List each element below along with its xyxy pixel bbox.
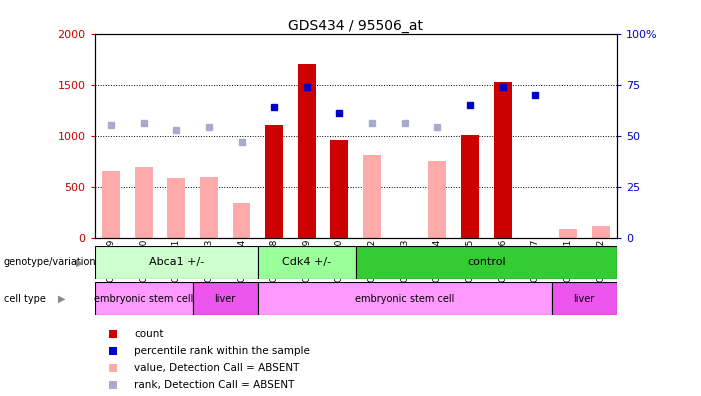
Bar <box>95 246 258 279</box>
Bar <box>258 282 552 315</box>
Text: liver: liver <box>215 293 236 304</box>
Text: liver: liver <box>573 293 595 304</box>
Bar <box>552 282 617 315</box>
Text: control: control <box>467 257 505 267</box>
Text: cell type: cell type <box>4 293 46 304</box>
Text: genotype/variation: genotype/variation <box>4 257 96 267</box>
Bar <box>428 161 447 238</box>
Bar <box>193 282 258 315</box>
Bar <box>355 246 617 279</box>
Text: percentile rank within the sample: percentile rank within the sample <box>135 346 310 356</box>
Text: Cdk4 +/-: Cdk4 +/- <box>283 257 332 267</box>
Bar <box>102 171 120 238</box>
Text: count: count <box>135 329 164 339</box>
Title: GDS434 / 95506_at: GDS434 / 95506_at <box>288 19 423 32</box>
Bar <box>559 229 577 238</box>
Text: Abca1 +/-: Abca1 +/- <box>149 257 204 267</box>
Text: rank, Detection Call = ABSENT: rank, Detection Call = ABSENT <box>135 380 294 390</box>
Text: value, Detection Call = ABSENT: value, Detection Call = ABSENT <box>135 363 300 373</box>
Text: ▶: ▶ <box>76 257 83 267</box>
Bar <box>461 135 479 238</box>
Text: ▶: ▶ <box>58 293 66 304</box>
Bar <box>168 179 185 238</box>
Bar <box>200 177 218 238</box>
Bar <box>330 140 348 238</box>
Text: embryonic stem cell: embryonic stem cell <box>94 293 193 304</box>
Bar <box>258 246 356 279</box>
Bar <box>135 167 153 238</box>
Bar <box>592 227 610 238</box>
Bar <box>233 204 250 238</box>
Bar <box>494 82 512 238</box>
Bar <box>95 282 193 315</box>
Text: embryonic stem cell: embryonic stem cell <box>355 293 454 304</box>
Bar <box>363 155 381 238</box>
Bar <box>265 126 283 238</box>
Bar <box>298 64 315 238</box>
